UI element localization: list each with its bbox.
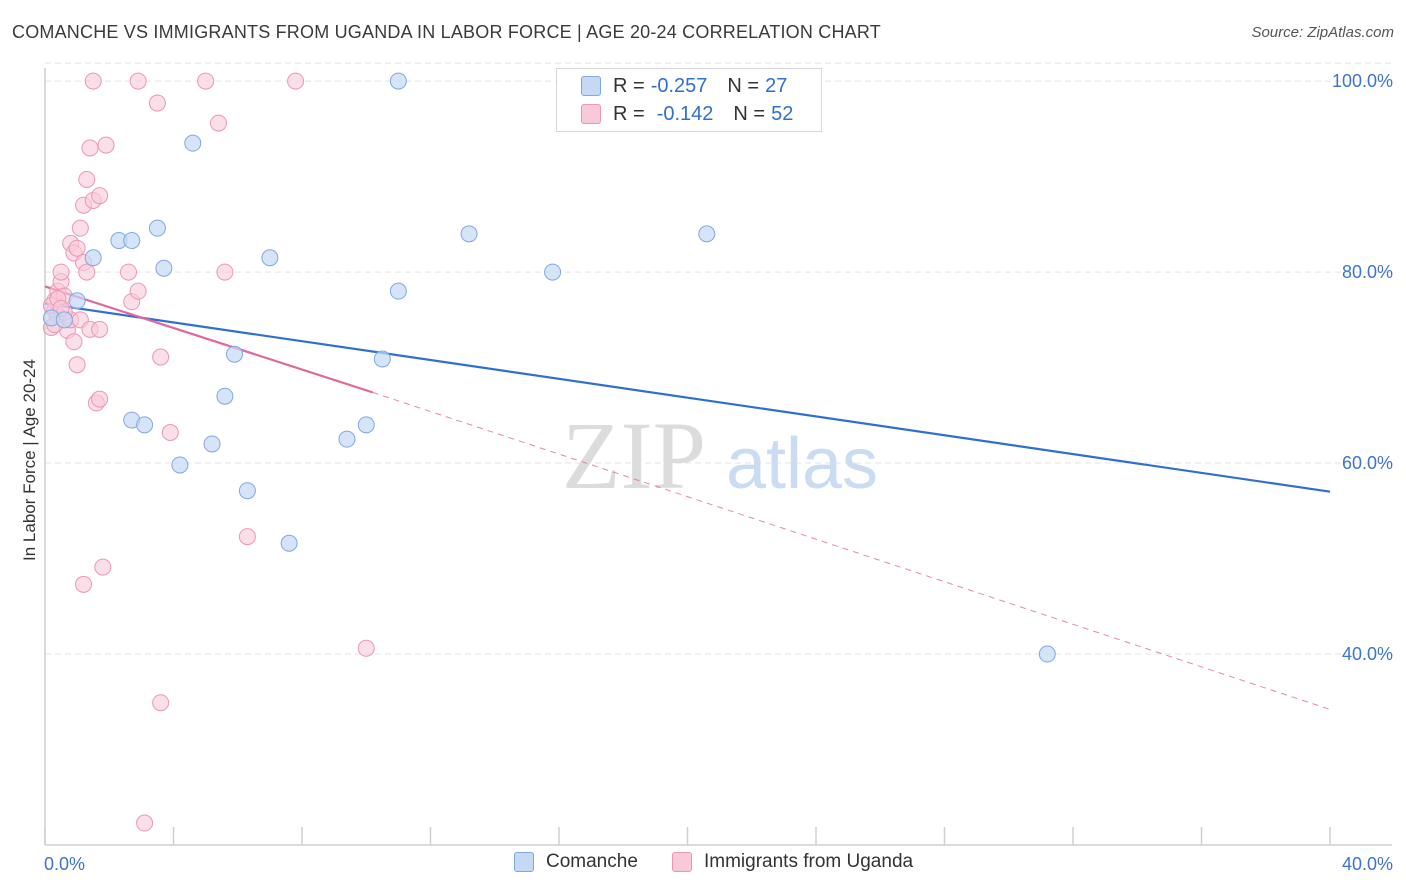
point-uganda <box>91 390 109 408</box>
x-tick-label: 40.0% <box>1342 854 1393 874</box>
point-comanche <box>84 249 102 267</box>
point-comanche <box>238 482 256 500</box>
y-tick-label: 80.0% <box>1342 262 1393 282</box>
point-comanche <box>460 225 478 243</box>
y-tick-label: 40.0% <box>1342 644 1393 664</box>
point-comanche <box>1038 645 1056 663</box>
point-comanche <box>148 219 166 237</box>
point-uganda <box>287 72 305 90</box>
watermark-zip: ZIP <box>562 402 706 509</box>
point-uganda <box>68 356 86 374</box>
series-swatch-pink <box>672 852 692 872</box>
point-comanche <box>136 416 154 434</box>
point-comanche <box>68 292 86 310</box>
point-comanche <box>261 249 279 267</box>
point-uganda <box>84 72 102 90</box>
point-uganda <box>197 72 215 90</box>
point-uganda <box>161 423 179 441</box>
point-comanche <box>389 72 407 90</box>
trend-line-comanche <box>44 302 1331 493</box>
trend-line-uganda-extended <box>372 391 1331 710</box>
legend-row-uganda: R = -0.142 N = 52 <box>581 100 793 128</box>
series-legend-comanche: Comanche <box>514 851 638 873</box>
point-comanche <box>184 134 202 152</box>
y-tick-label: 100.0% <box>1332 71 1393 91</box>
point-uganda <box>148 94 166 112</box>
grid-layer <box>45 62 1392 655</box>
point-comanche <box>55 311 73 329</box>
point-comanche <box>373 350 391 368</box>
source-label: Source: ZipAtlas.com <box>1251 24 1394 41</box>
tick-label-layer: 40.0% 60.0% 80.0% 100.0% 0.0% 40.0% <box>44 71 1393 874</box>
watermark: ZIP atlas <box>562 402 878 509</box>
legend-n-value: 27 <box>765 74 788 97</box>
point-uganda <box>97 136 115 154</box>
point-uganda <box>52 263 70 281</box>
point-comanche <box>280 534 298 552</box>
point-uganda <box>65 333 83 351</box>
point-uganda <box>68 239 86 257</box>
point-uganda <box>91 187 109 205</box>
point-comanche <box>203 435 221 453</box>
legend-n-value: 52 <box>771 102 794 125</box>
point-uganda <box>94 558 112 576</box>
point-comanche <box>357 416 375 434</box>
point-comanche <box>155 259 173 277</box>
point-uganda <box>152 348 170 366</box>
point-comanche <box>171 456 189 474</box>
point-uganda <box>216 263 234 281</box>
series-legend-label: Comanche <box>546 851 638 872</box>
y-tick-label: 60.0% <box>1342 453 1393 473</box>
point-uganda <box>75 575 93 593</box>
legend-swatch-pink <box>581 104 601 124</box>
point-comanche <box>338 430 356 448</box>
points-layer <box>42 72 1056 832</box>
y-axis-label: In Labor Force | Age 20-24 <box>20 359 39 561</box>
watermark-atlas: atlas <box>726 424 878 504</box>
point-uganda <box>91 320 109 338</box>
point-uganda <box>78 263 96 281</box>
point-uganda <box>209 114 227 132</box>
legend-r-value: -0.142 <box>656 102 714 125</box>
point-comanche <box>123 232 141 250</box>
point-uganda <box>78 170 96 188</box>
legend-r-label: R = <box>613 102 645 125</box>
point-uganda <box>129 282 147 300</box>
x-tick-label: 0.0% <box>44 854 85 874</box>
point-uganda <box>120 263 138 281</box>
trend-layer <box>44 285 1331 710</box>
point-comanche <box>389 282 407 300</box>
point-uganda <box>238 528 256 546</box>
legend-n-label: N = <box>733 102 766 125</box>
point-comanche <box>698 225 716 243</box>
legend-row-comanche: R = -0.257 N = 27 <box>581 72 787 100</box>
legend-swatch-blue <box>581 76 601 96</box>
point-uganda <box>71 219 89 237</box>
series-swatch-blue <box>514 852 534 872</box>
point-uganda <box>136 814 154 832</box>
series-legend-uganda: Immigrants from Uganda <box>672 851 913 873</box>
series-legend-label: Immigrants from Uganda <box>704 851 914 872</box>
legend-n-label: N = <box>727 74 760 97</box>
point-comanche <box>216 387 234 405</box>
trend-line-uganda <box>44 285 374 394</box>
point-uganda <box>152 694 170 712</box>
chart-title: COMANCHE VS IMMIGRANTS FROM UGANDA IN LA… <box>12 22 881 42</box>
correlation-legend: R = -0.257 N = 27 R = -0.142 N = 52 <box>556 68 822 132</box>
axis-layer <box>44 68 1392 846</box>
point-uganda <box>81 139 99 157</box>
point-comanche <box>544 263 562 281</box>
point-comanche <box>226 345 244 363</box>
series-legend: Comanche Immigrants from Uganda <box>0 851 1406 877</box>
legend-r-value: -0.257 <box>650 74 708 97</box>
legend-r-label: R = <box>613 74 645 97</box>
point-uganda <box>357 639 375 657</box>
point-uganda <box>129 72 147 90</box>
